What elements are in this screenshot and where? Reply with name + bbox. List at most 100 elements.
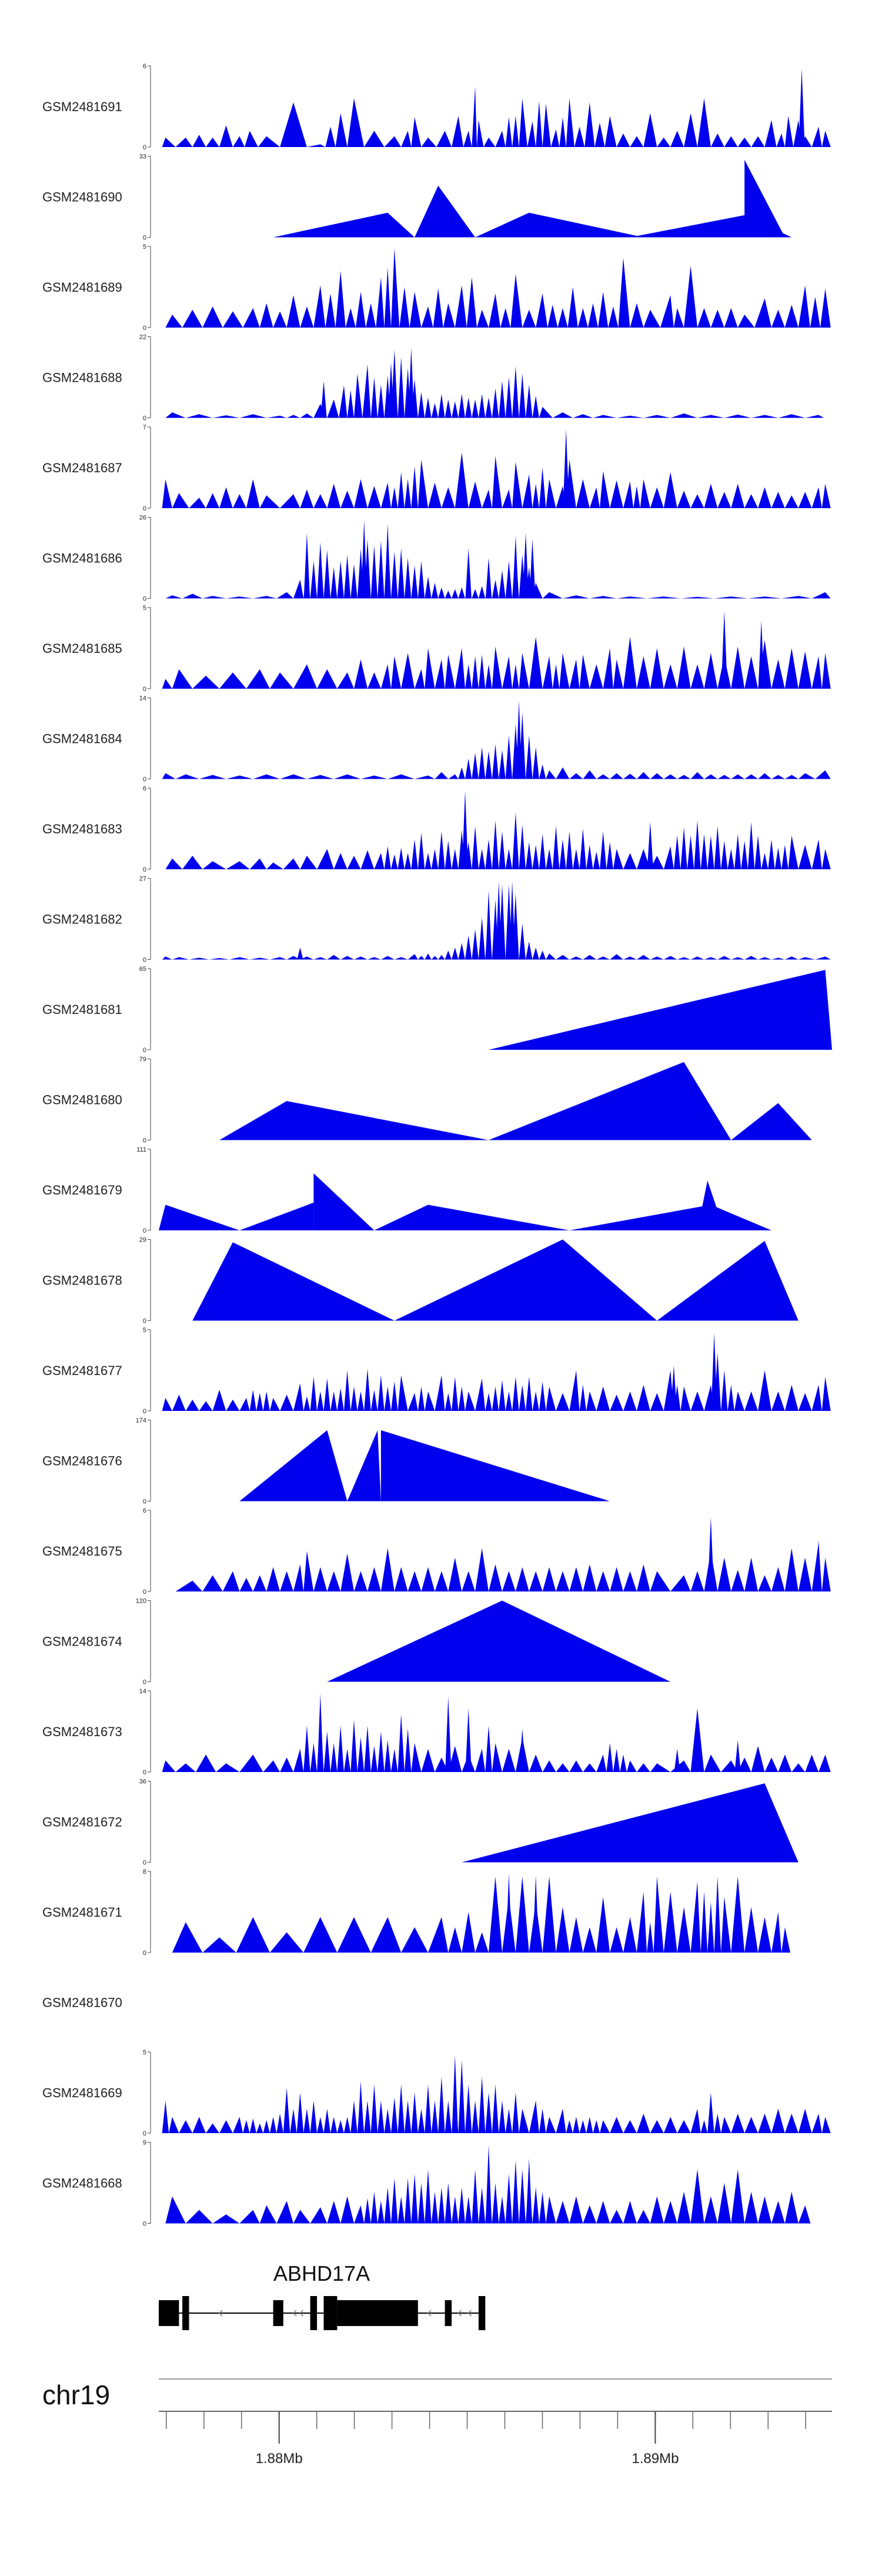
track-GSM2481674: GSM2481674 120 0 <box>42 1598 671 1686</box>
gene-exon <box>273 2300 283 2326</box>
coverage-spike <box>799 68 805 147</box>
x-axis-tick-label: 1.89Mb <box>632 2451 679 2467</box>
track-label: GSM2481684 <box>42 732 122 746</box>
track-label: GSM2481673 <box>42 1724 122 1739</box>
coverage-spike <box>707 1517 714 1591</box>
track-label: GSM2481686 <box>42 551 122 566</box>
coverage-area <box>159 712 831 779</box>
strand-arrow-icon <box>218 2310 223 2317</box>
track-GSM2481673: GSM2481673 14 0 <box>42 1688 831 1776</box>
y-axis: 80 <box>143 1868 151 1957</box>
y-axis: 14 0 <box>139 695 151 783</box>
track-GSM2481686: GSM2481686 26 0 <box>42 515 831 603</box>
track-label: GSM2481668 <box>42 2176 122 2191</box>
coverage-peak <box>239 1202 314 1230</box>
coverage-peak <box>239 1430 348 1501</box>
y-min-label: 0 <box>143 1227 146 1234</box>
y-max-label: 5 <box>143 243 146 251</box>
coverage-peak <box>380 1430 610 1501</box>
coverage-spike <box>297 947 303 960</box>
coverage-spike <box>711 1333 717 1411</box>
coverage-peak <box>489 1062 731 1140</box>
coverage-area <box>159 533 831 599</box>
y-max-label: 5 <box>143 1327 146 1334</box>
track-GSM2481681: GSM2481681 65 0 <box>42 966 832 1054</box>
track-label: GSM2481680 <box>42 1093 122 1107</box>
y-axis: 14 0 <box>139 1688 151 1776</box>
y-axis: 22 0 <box>139 334 151 422</box>
gene-exon <box>182 2296 189 2330</box>
y-min-label: 0 <box>143 415 146 422</box>
y-axis: 29 0 <box>139 1237 151 1325</box>
y-min-label: 0 <box>143 1679 146 1686</box>
y-max-label: 7 <box>143 424 146 431</box>
y-max-label: 27 <box>139 876 146 883</box>
y-max-label: 14 <box>139 695 146 702</box>
coverage-spike <box>358 2081 364 2133</box>
y-axis: 50 <box>143 2049 151 2137</box>
coverage-peak <box>489 970 832 1050</box>
track-label: GSM2481687 <box>42 461 122 475</box>
coverage-spike <box>758 620 764 689</box>
coverage-spike <box>320 381 327 418</box>
y-max-label: 65 <box>139 966 146 973</box>
y-min-label: 0 <box>143 325 146 332</box>
coverage-peak <box>394 1239 657 1321</box>
track-label: GSM2481675 <box>42 1544 122 1559</box>
y-min-label: 0 <box>143 235 146 242</box>
coverage-spike <box>734 1740 741 1772</box>
coverage-spike <box>465 548 472 599</box>
coverage-area <box>159 2160 811 2224</box>
y-axis: 50 <box>143 1327 151 1415</box>
y-max-label: 6 <box>143 785 146 792</box>
coverage-spike <box>485 2145 492 2224</box>
y-axis: 26 0 <box>139 515 151 603</box>
coverage-area <box>159 884 831 960</box>
coverage-spike <box>462 790 469 869</box>
coverage-spike <box>485 890 492 960</box>
gene-exon <box>323 2296 338 2330</box>
track-label: GSM2481685 <box>42 641 122 656</box>
coverage-area <box>159 1352 831 1411</box>
coverage-spike <box>512 536 519 599</box>
strand-arrow-icon <box>427 2310 432 2317</box>
strand-arrow-icon <box>299 2310 303 2317</box>
y-axis: 60 <box>143 63 151 151</box>
coverage-spike <box>445 1696 452 1772</box>
y-max-label: 6 <box>143 63 146 70</box>
coverage-spike <box>303 533 310 599</box>
coverage-spike <box>526 2158 532 2224</box>
track-label: GSM2481691 <box>42 99 122 114</box>
coverage-peak <box>764 1103 812 1140</box>
coverage-peak <box>744 159 785 238</box>
strand-arrow-icon <box>467 2310 472 2317</box>
y-max-label: 79 <box>139 1056 146 1063</box>
coverage-area <box>159 452 831 508</box>
coverage-area <box>159 2060 831 2133</box>
y-max-label: 5 <box>143 2049 146 2056</box>
coverage-spike <box>529 539 536 599</box>
y-min-label: 0 <box>143 144 146 151</box>
y-max-label: 9 <box>143 2140 146 2147</box>
track-label: GSM2481688 <box>42 371 122 385</box>
coverage-peak <box>347 1430 381 1501</box>
coverage-spike <box>533 1875 539 1953</box>
y-min-label: 0 <box>143 1137 146 1144</box>
track-GSM2481682: GSM2481682 27 0 <box>42 876 831 964</box>
coverage-spike <box>509 881 516 960</box>
coverage-area <box>159 636 831 689</box>
coverage-area <box>159 86 831 147</box>
y-axis: 60 <box>143 1507 151 1596</box>
coverage-spike <box>317 1693 323 1772</box>
track-label: GSM2481676 <box>42 1454 122 1469</box>
coverage-peak <box>657 1240 799 1321</box>
track-label: GSM2481683 <box>42 822 122 836</box>
gene-annotation-track: ABHD17A <box>159 2261 486 2330</box>
coverage-spike <box>465 1708 472 1772</box>
y-min-label: 0 <box>143 686 146 693</box>
coverage-spike <box>496 881 502 960</box>
gene-exon <box>310 2296 318 2330</box>
